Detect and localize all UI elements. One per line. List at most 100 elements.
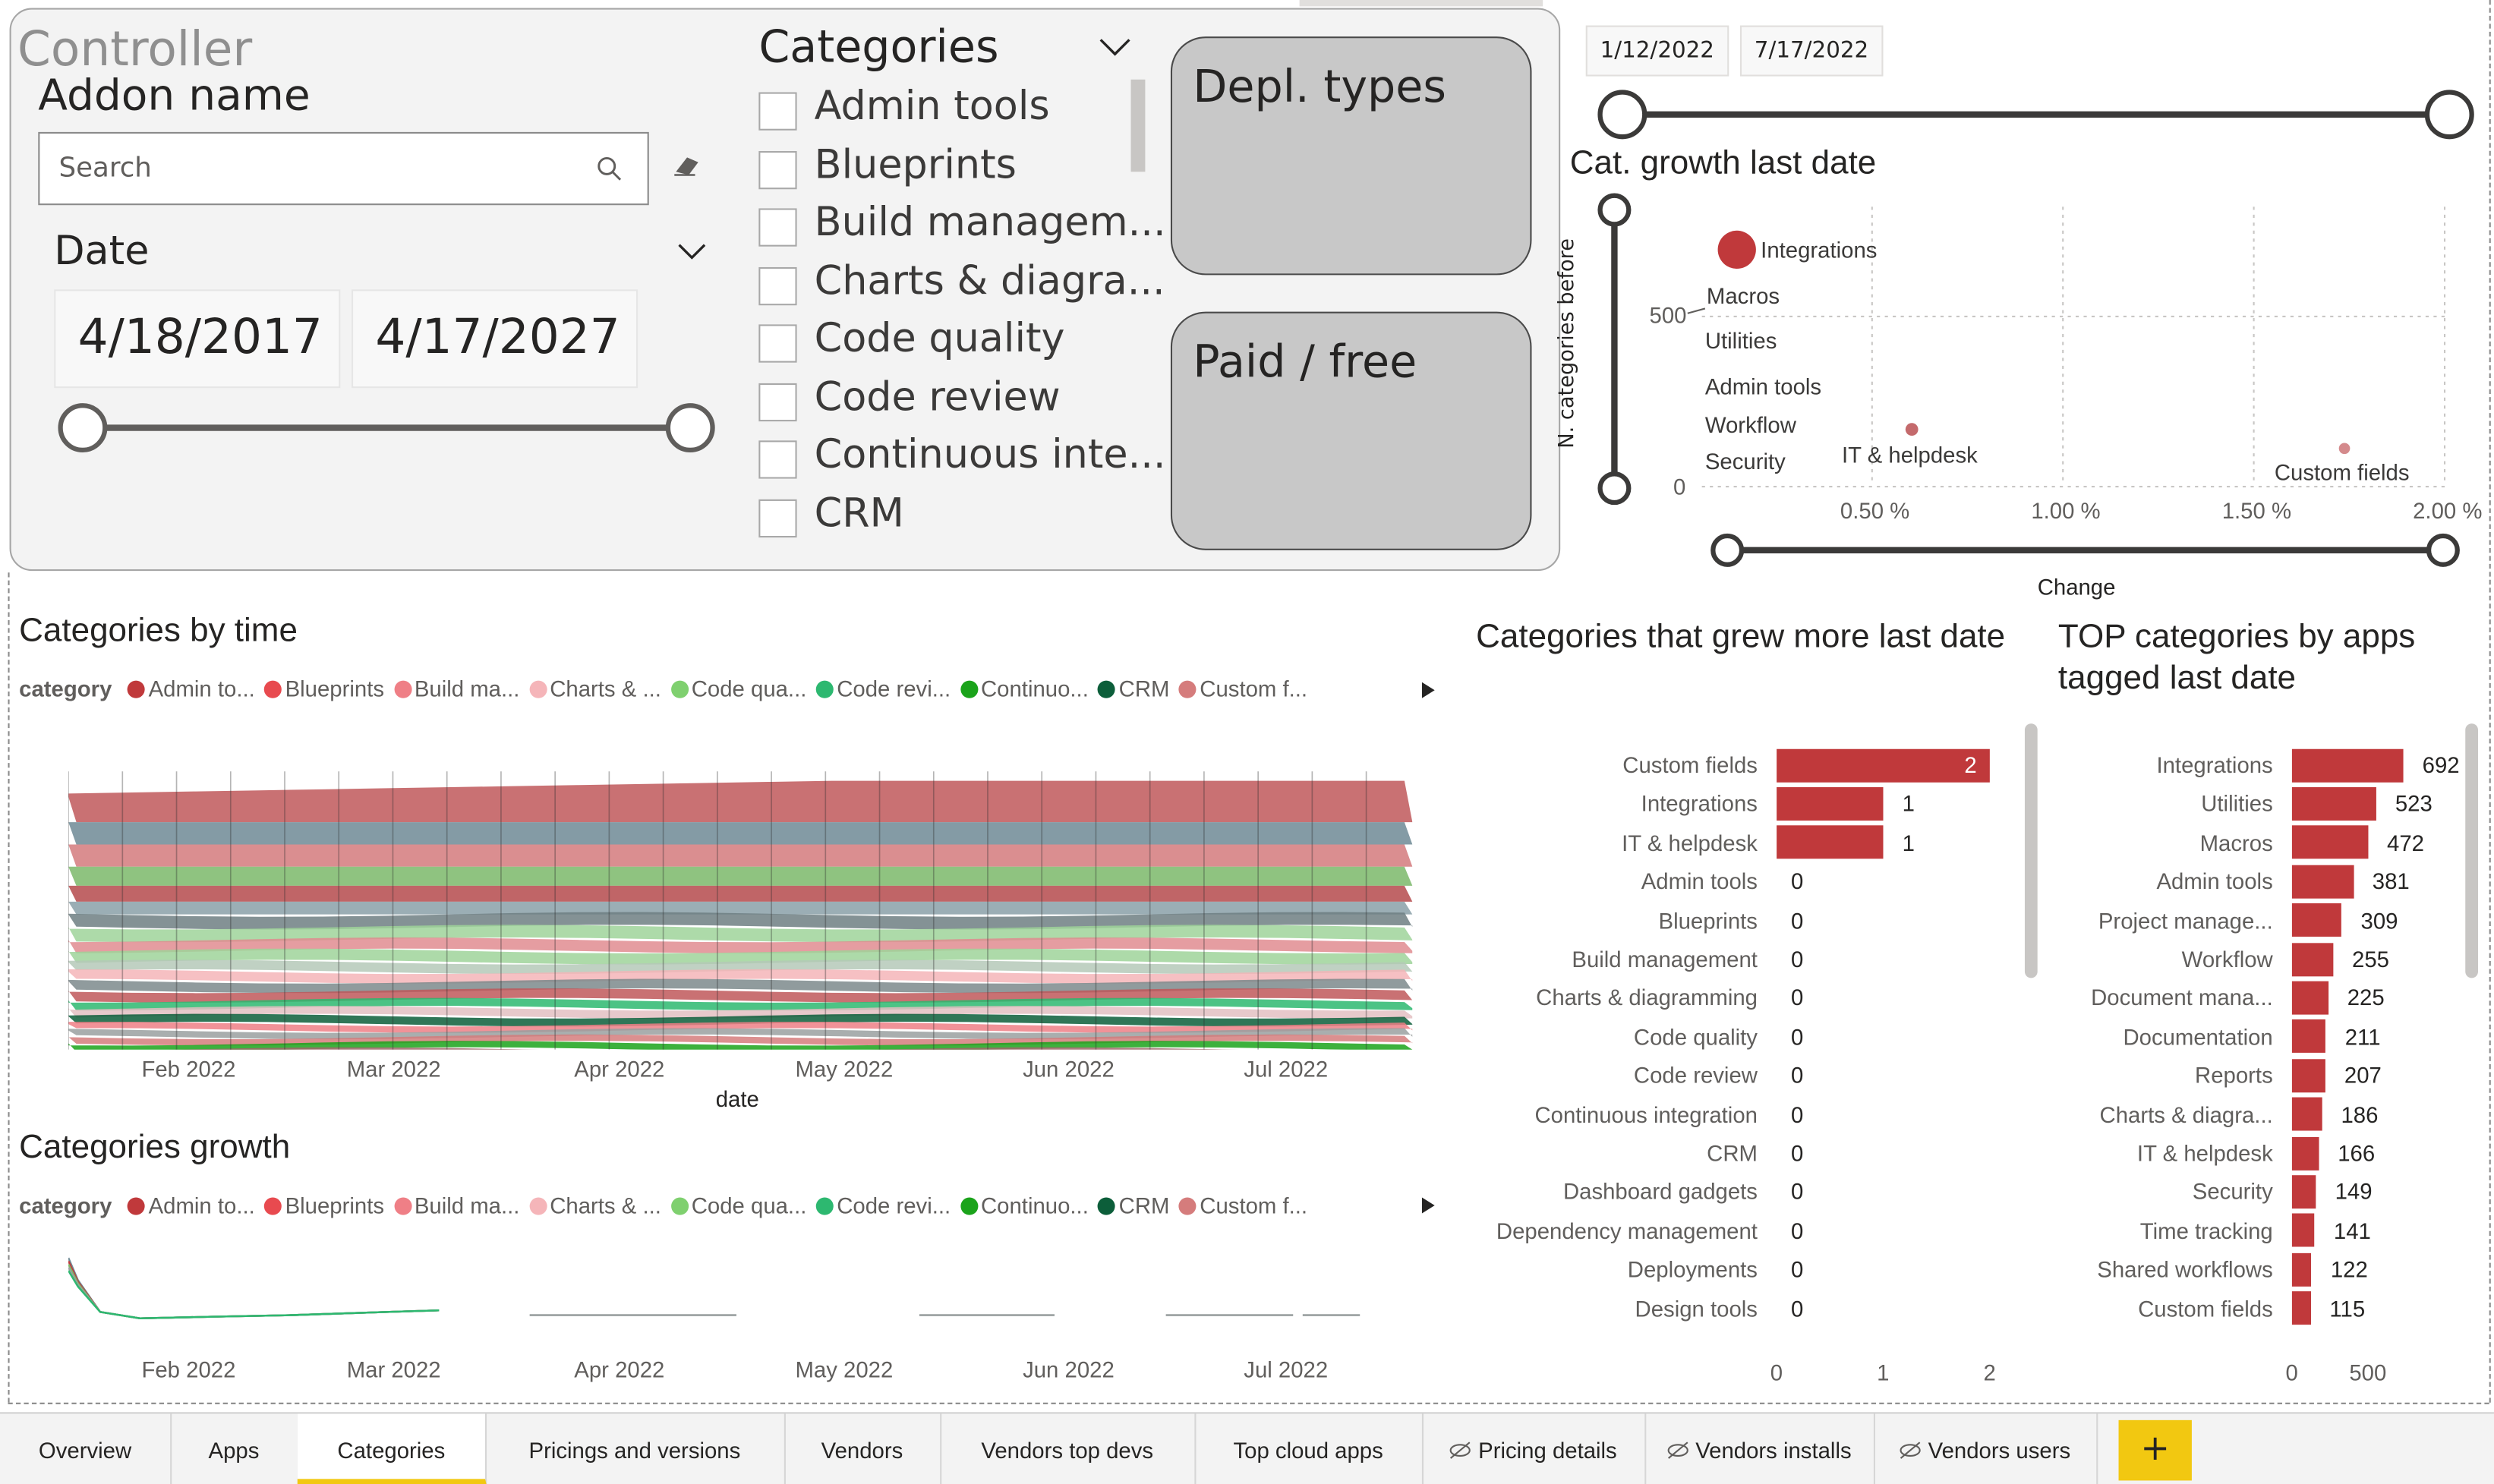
legend-item[interactable]: Custom f... xyxy=(1200,1193,1308,1218)
checkbox[interactable] xyxy=(758,150,797,189)
stream-band xyxy=(68,1047,1229,1050)
bar[interactable] xyxy=(2291,1058,2325,1092)
eraser-icon[interactable] xyxy=(671,153,703,178)
bar-category-label: Utilities xyxy=(2201,791,2273,817)
legend-item[interactable]: Code qua... xyxy=(691,1193,807,1218)
search-placeholder: Search xyxy=(58,153,152,185)
checkbox[interactable] xyxy=(758,92,797,131)
bar[interactable] xyxy=(1777,825,1884,859)
stream-band xyxy=(68,885,1413,902)
legend-item[interactable]: CRM xyxy=(1118,1193,1170,1218)
tab-vendors[interactable]: Vendors xyxy=(784,1413,942,1484)
legend-item[interactable]: Code revi... xyxy=(837,1193,951,1218)
chevron-down-icon[interactable] xyxy=(1098,35,1133,61)
legend-next-arrow-icon[interactable] xyxy=(1420,1196,1436,1215)
top-date-range-slider[interactable] xyxy=(1595,89,2480,140)
add-page-button[interactable]: + xyxy=(2118,1419,2192,1481)
tab-vendors-installs[interactable]: Vendors installs xyxy=(1644,1413,1876,1484)
legend-swatch xyxy=(670,1197,689,1215)
bar[interactable] xyxy=(2291,1174,2316,1208)
bar[interactable] xyxy=(1777,748,1990,782)
legend-item[interactable]: Admin to... xyxy=(148,1193,255,1218)
legend-swatch xyxy=(528,680,547,698)
y-slider-top-handle xyxy=(1597,193,1632,227)
bar[interactable] xyxy=(2291,903,2342,937)
legend-swatch xyxy=(1098,1197,1116,1215)
legend-swatch xyxy=(1179,1197,1197,1215)
top-categories-scrollbar[interactable] xyxy=(2465,723,2479,978)
categories-scrollbar[interactable] xyxy=(1130,79,1146,172)
tab-label: Vendors users xyxy=(1928,1437,2071,1464)
y-slider-bottom-handle xyxy=(1597,471,1632,506)
category-option-label: Continuous inte... xyxy=(814,430,1166,477)
top-categories-chart-title: TOP categories by apps tagged last date xyxy=(2057,618,2416,697)
legend-item[interactable]: Custom f... xyxy=(1200,676,1308,701)
bar[interactable] xyxy=(2291,942,2333,976)
legend-item[interactable]: Continuo... xyxy=(980,1193,1089,1218)
range-end-date[interactable]: 7/17/2022 xyxy=(1739,25,1884,77)
checkbox[interactable] xyxy=(758,382,797,421)
tab-vendors-users[interactable]: Vendors users xyxy=(1874,1413,2098,1484)
legend-item[interactable]: Charts & ... xyxy=(550,1193,661,1218)
addon-search-input[interactable]: Search xyxy=(38,131,649,206)
legend-item[interactable]: Build ma... xyxy=(414,1193,520,1218)
x-range-slider[interactable] xyxy=(1701,528,2470,573)
scatter-y-axis-label: N. categories before xyxy=(1555,238,1580,449)
legend-item[interactable]: CRM xyxy=(1118,676,1170,701)
legend-next-arrow-icon[interactable] xyxy=(1420,681,1436,700)
range-start-date[interactable]: 1/12/2022 xyxy=(1585,25,1729,77)
scatter-point-label: IT & helpdesk xyxy=(1842,442,1978,468)
date-to-input[interactable]: 4/17/2027 xyxy=(351,289,638,389)
legend-swatch xyxy=(528,1197,547,1215)
x-axis-tick: Jun 2022 xyxy=(1023,1056,1115,1082)
legend-item[interactable]: Charts & ... xyxy=(550,676,661,701)
bar[interactable] xyxy=(2291,825,2368,859)
legend-item[interactable]: Continuo... xyxy=(980,676,1089,701)
legend-swatch xyxy=(264,680,282,698)
bar[interactable] xyxy=(2291,865,2354,899)
checkbox[interactable] xyxy=(758,440,797,479)
tab-pricings-and-versions[interactable]: Pricings and versions xyxy=(485,1413,786,1484)
x-axis-tick: Apr 2022 xyxy=(574,1356,665,1382)
chevron-down-icon[interactable] xyxy=(676,240,708,262)
tab-pricing-details[interactable]: Pricing details xyxy=(1422,1413,1647,1484)
bar[interactable] xyxy=(2291,1252,2312,1287)
bar[interactable] xyxy=(2291,1136,2319,1170)
bar[interactable] xyxy=(2291,1291,2311,1325)
search-icon xyxy=(597,156,622,181)
bar[interactable] xyxy=(2291,1214,2315,1248)
canvas-top-scroll-indicator[interactable] xyxy=(1299,0,1543,7)
checkbox[interactable] xyxy=(758,266,797,305)
legend-item[interactable]: Admin to... xyxy=(148,676,255,701)
scatter-point-label: Custom fields xyxy=(2274,459,2410,485)
bar[interactable] xyxy=(2291,748,2404,782)
checkbox[interactable] xyxy=(758,208,797,247)
bar[interactable] xyxy=(2291,1019,2326,1054)
tab-top-cloud-apps[interactable]: Top cloud apps xyxy=(1194,1413,1424,1484)
date-from-input[interactable]: 4/18/2017 xyxy=(54,289,341,389)
paid-free-button[interactable]: Paid / free xyxy=(1170,311,1532,550)
checkbox[interactable] xyxy=(758,498,797,537)
date-label: Date xyxy=(54,227,150,274)
tab-overview[interactable]: Overview xyxy=(0,1413,172,1484)
legend-item[interactable]: Code qua... xyxy=(691,676,807,701)
legend-item[interactable]: Blueprints xyxy=(285,676,385,701)
legend-item[interactable]: Code revi... xyxy=(837,676,951,701)
legend-swatch xyxy=(1179,680,1197,698)
tab-vendors-top-devs[interactable]: Vendors top devs xyxy=(940,1413,1197,1484)
legend-item[interactable]: Build ma... xyxy=(414,676,520,701)
legend-swatch xyxy=(393,1197,411,1215)
bar[interactable] xyxy=(2291,1097,2322,1131)
bar[interactable] xyxy=(2291,981,2328,1015)
grew-more-scrollbar[interactable] xyxy=(2024,723,2038,978)
depl-types-button[interactable]: Depl. types xyxy=(1170,36,1532,276)
legend-item[interactable]: Blueprints xyxy=(285,1193,385,1218)
checkbox[interactable] xyxy=(758,324,797,363)
tab-apps[interactable]: Apps xyxy=(170,1413,299,1484)
scatter-point-label: Utilities xyxy=(1704,327,1777,354)
tab-categories[interactable]: Categories xyxy=(297,1413,487,1484)
date-range-slider[interactable] xyxy=(55,401,720,455)
date-slider-start-handle xyxy=(58,403,108,453)
bar[interactable] xyxy=(2291,786,2376,821)
bar[interactable] xyxy=(1777,786,1884,821)
